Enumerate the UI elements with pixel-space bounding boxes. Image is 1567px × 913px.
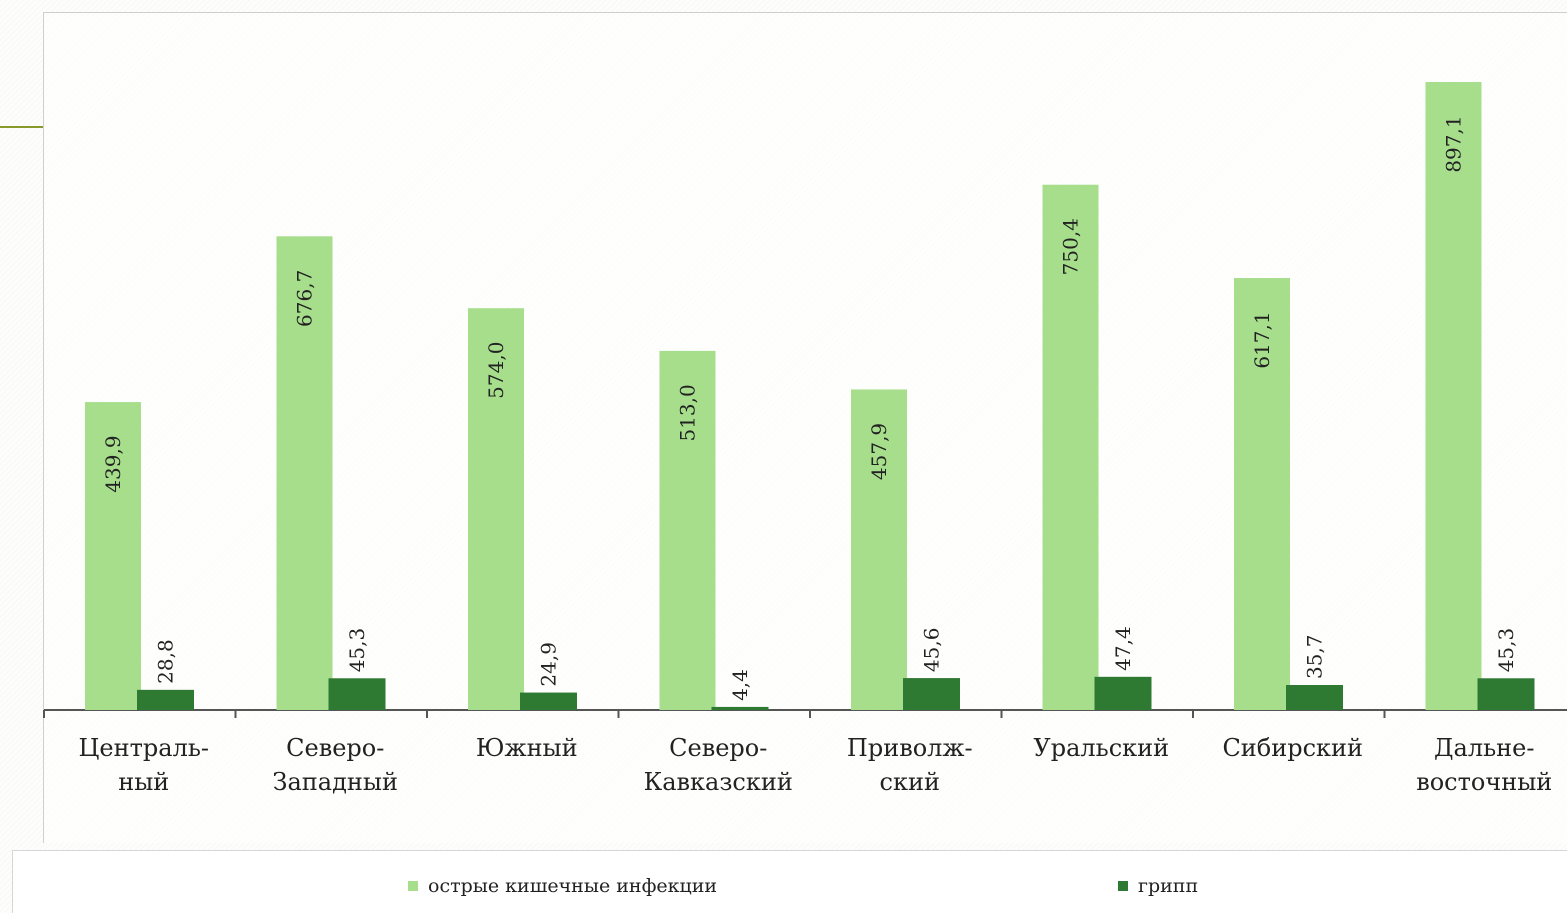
- data-label: 676,7: [293, 270, 317, 327]
- data-label: 513,0: [676, 384, 700, 441]
- data-label: 574,0: [484, 342, 508, 399]
- data-label: 47,4: [1111, 626, 1135, 671]
- data-label: 439,9: [101, 435, 125, 492]
- bar-flu: [328, 678, 386, 710]
- category-label: Дальне-: [1434, 734, 1534, 762]
- slide-accent-line: [0, 126, 43, 128]
- category-label: Кавказский: [644, 768, 793, 796]
- category-label: Сибирский: [1222, 734, 1363, 762]
- bar-flu: [137, 689, 194, 710]
- bar-flu: [711, 706, 769, 710]
- bar-intestinal-infections: [468, 308, 524, 710]
- category-label: восточный: [1416, 768, 1552, 796]
- bar-intestinal-infections: [1425, 82, 1482, 710]
- data-label: 750,4: [1059, 218, 1083, 275]
- data-label: 45,3: [345, 628, 369, 673]
- bar-flu: [1286, 685, 1343, 710]
- legend-swatch-dark-green: [1118, 881, 1128, 891]
- bar-intestinal-infections: [276, 236, 333, 710]
- bar-flu: [903, 678, 960, 710]
- data-label: 45,6: [920, 628, 944, 673]
- data-label: 28,8: [154, 639, 178, 684]
- bar-intestinal-infections: [85, 402, 141, 710]
- category-label: Приволж-: [847, 734, 973, 762]
- bar-intestinal-infections: [659, 350, 716, 710]
- category-label: ский: [880, 768, 940, 796]
- category-label: Западный: [273, 768, 398, 796]
- data-label: 24,9: [537, 642, 561, 687]
- chart-legend: острые кишечные инфекции грипп: [12, 850, 1567, 913]
- data-label: 457,9: [867, 423, 891, 480]
- category-label: Централь-: [79, 734, 210, 762]
- category-label: ный: [118, 768, 169, 796]
- bar-flu: [1477, 678, 1535, 710]
- category-label: Северо-: [286, 734, 384, 762]
- bar-intestinal-infections: [1042, 184, 1099, 711]
- category-label: Северо-: [669, 734, 767, 762]
- legend-label: острые кишечные инфекции: [428, 875, 718, 897]
- bar-flu: [1094, 676, 1152, 710]
- bar-flu: [520, 692, 577, 710]
- category-label: Уральский: [1033, 734, 1169, 762]
- legend-item-flu: грипп: [1118, 875, 1198, 897]
- data-label: 897,1: [1442, 115, 1466, 172]
- legend-item-intestinal-infections: острые кишечные инфекции: [408, 875, 717, 897]
- bar-intestinal-infections: [1234, 278, 1290, 710]
- legend-label: грипп: [1138, 875, 1199, 897]
- data-label: 45,3: [1494, 628, 1518, 673]
- data-label: 35,7: [1303, 634, 1327, 679]
- legend-swatch-light-green: [408, 881, 418, 891]
- bar-intestinal-infections: [851, 389, 907, 710]
- category-label: Южный: [476, 734, 578, 762]
- data-label: 617,1: [1250, 311, 1274, 368]
- data-label: 4,4: [728, 669, 752, 701]
